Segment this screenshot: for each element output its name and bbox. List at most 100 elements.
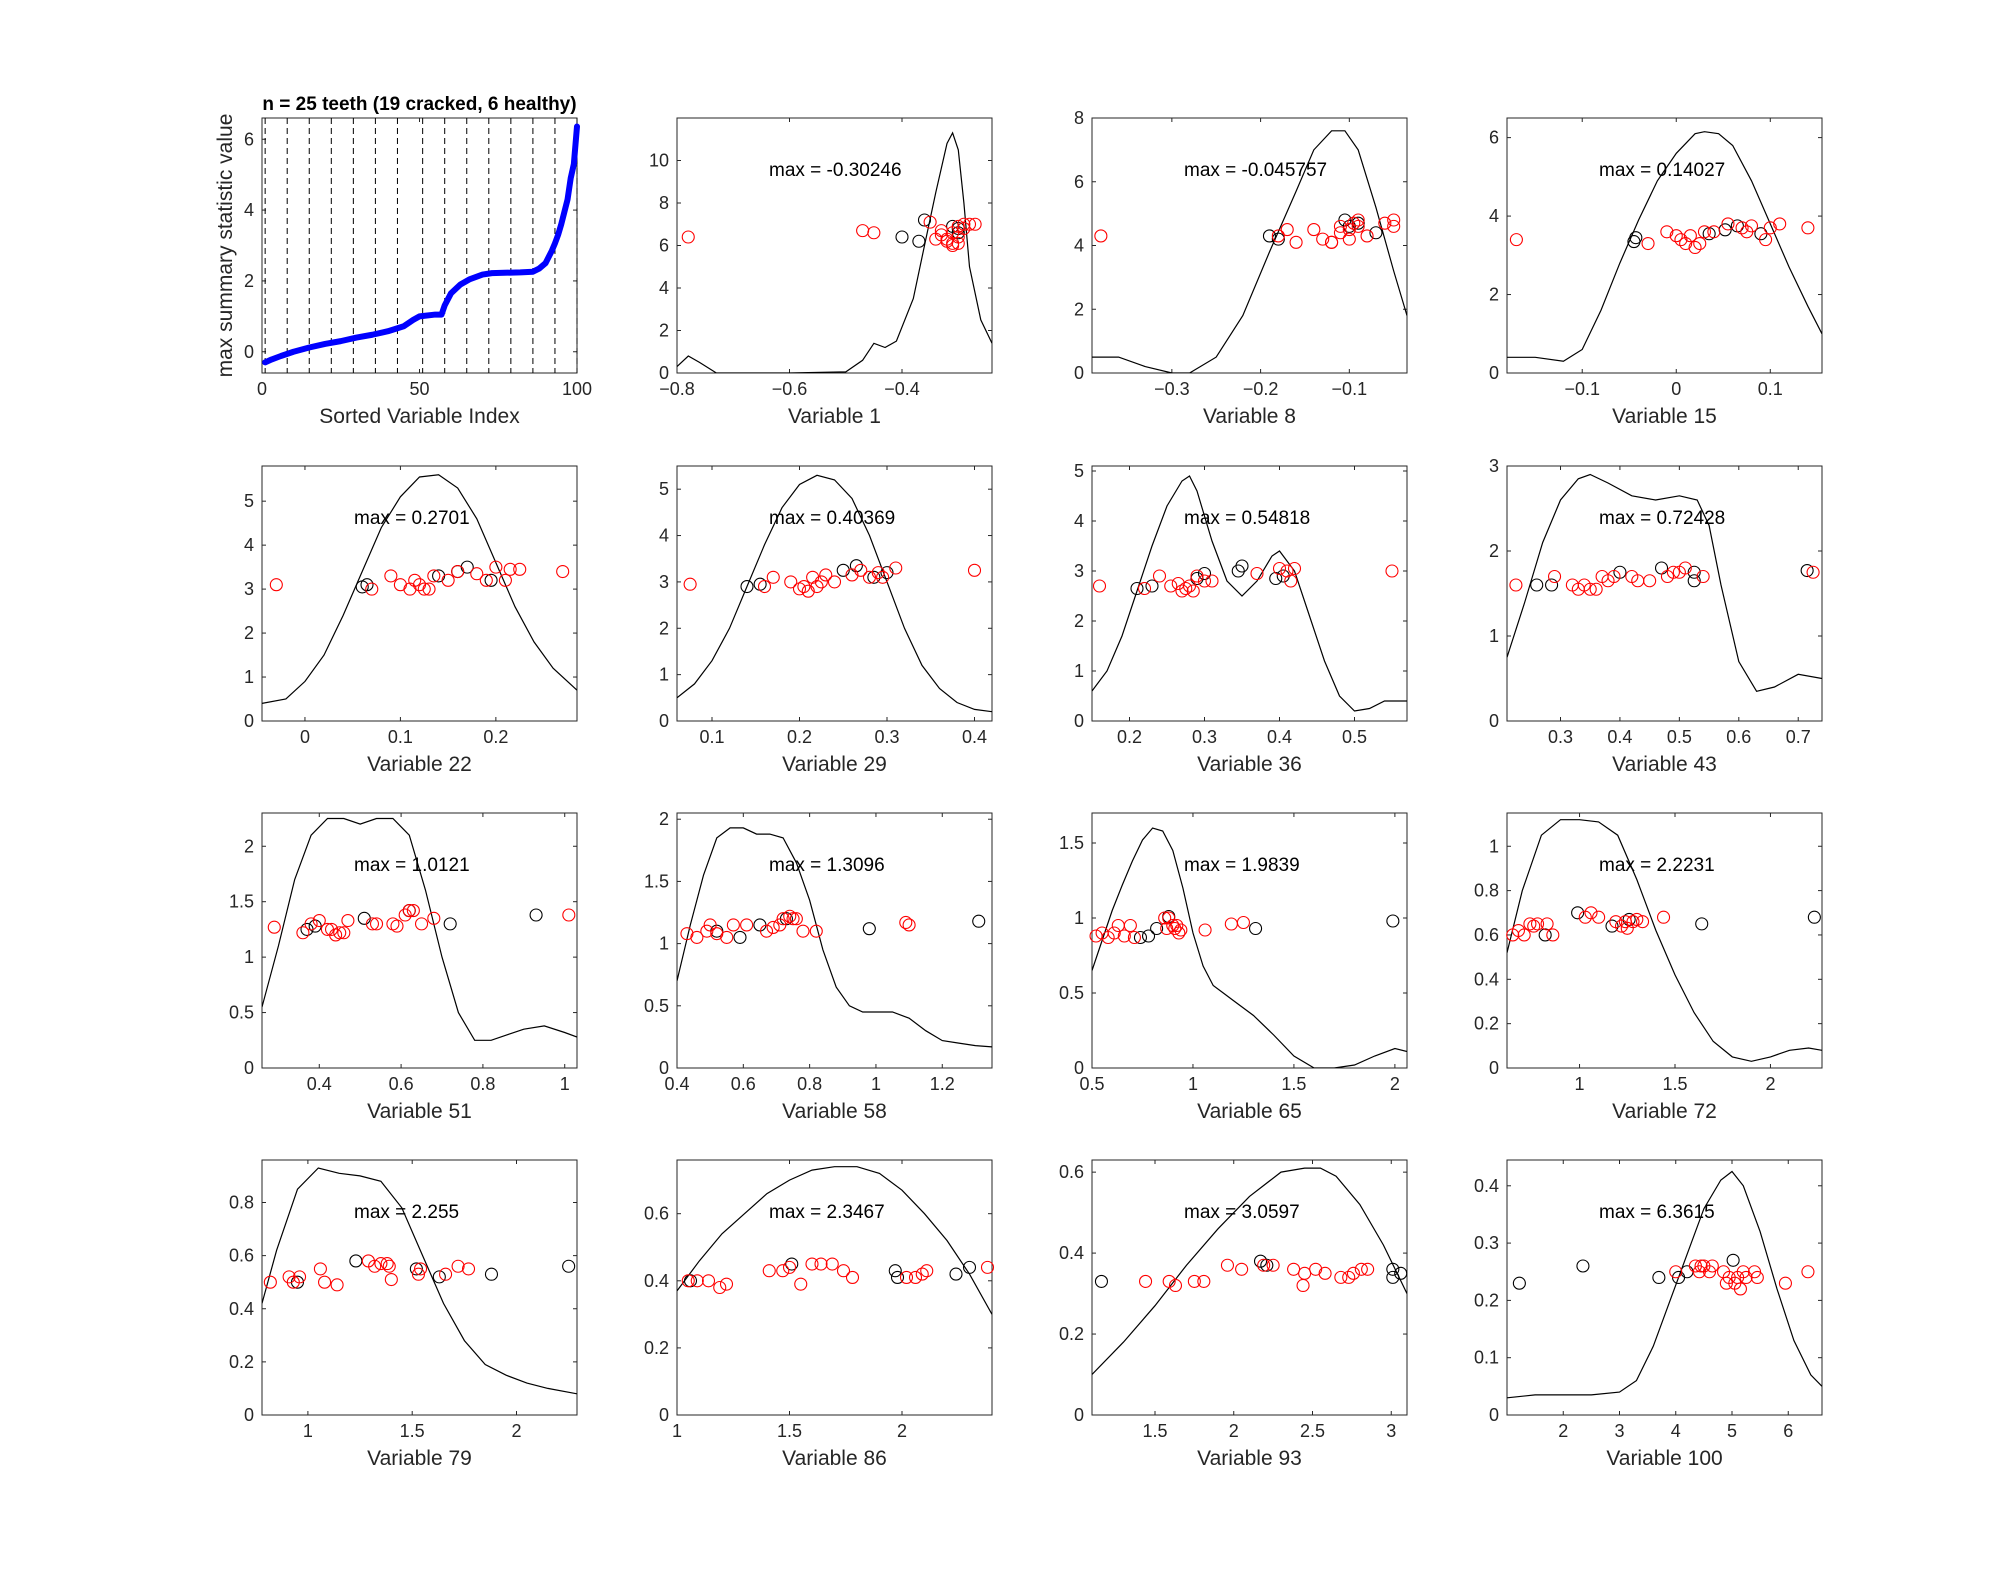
healthy-point — [740, 579, 754, 594]
cracked-point — [556, 564, 570, 579]
cracked-point — [1773, 217, 1787, 231]
healthy-point — [1260, 1258, 1274, 1272]
y-tick-label: 0 — [244, 711, 254, 731]
cracked-point — [422, 582, 436, 596]
cracked-point — [1235, 1262, 1249, 1276]
y-tick-label: 5 — [244, 491, 254, 511]
y-tick-label: 1 — [244, 667, 254, 687]
axes-box — [1091, 1159, 1408, 1416]
density-curve — [262, 474, 577, 704]
y-tick-label: 0.4 — [644, 1271, 669, 1291]
healthy-point — [529, 908, 543, 922]
y-tick-label: 0.5 — [229, 1003, 254, 1023]
y-tick-label: 2 — [1074, 611, 1084, 631]
healthy-point — [1512, 1276, 1526, 1290]
x-tick-label: 0.1 — [1758, 379, 1783, 399]
x-tick-label: 0.6 — [731, 1074, 756, 1094]
x-tick-label: 1.5 — [1281, 1074, 1306, 1094]
y-tick-label: 1 — [659, 934, 669, 954]
y-tick-label: 0.2 — [1059, 1324, 1084, 1344]
cracked-point — [759, 924, 774, 938]
x-tick-label: 0 — [300, 727, 310, 747]
cracked-point — [809, 924, 823, 938]
cracked-point — [1719, 1276, 1733, 1290]
cracked-point — [784, 575, 798, 589]
density-curve — [677, 131, 992, 373]
chart-title: n = 25 teeth (19 cracked, 6 healthy) — [262, 94, 576, 115]
x-axis-label: Variable 36 — [1197, 753, 1302, 776]
x-axis-label: Variable 29 — [782, 753, 887, 776]
cracked-point — [1198, 923, 1212, 937]
cracked-point — [489, 560, 503, 574]
y-tick-label: 2 — [659, 618, 669, 638]
healthy-point — [1629, 231, 1643, 245]
x-axis-label: Variable 8 — [1203, 405, 1296, 428]
healthy-point — [1130, 581, 1144, 596]
cracked-point — [1387, 213, 1401, 227]
healthy-point — [1652, 1270, 1666, 1285]
cracked-point — [1540, 917, 1554, 931]
healthy-point — [1687, 565, 1701, 579]
cracked-point — [417, 582, 431, 596]
cracked-point — [1635, 915, 1650, 929]
y-tick-label: 0 — [1489, 711, 1499, 731]
x-tick-label: 2 — [1765, 1074, 1775, 1094]
cracked-point — [1707, 225, 1721, 239]
cracked-point — [267, 920, 281, 934]
y-tick-label: 0 — [1074, 363, 1084, 383]
cracked-point — [1763, 221, 1777, 235]
y-tick-label: 6 — [1489, 128, 1499, 148]
x-tick-label: 2 — [1558, 1421, 1568, 1441]
subplot-3: −0.3 −0.2 −0.1 0 2 4 6 8 Variable 8 max = -0.0457… — [1074, 108, 1408, 428]
max-annotation: max = 1.0121 — [354, 855, 470, 876]
y-tick-label: 4 — [1489, 206, 1499, 226]
density-curve — [262, 1167, 577, 1395]
y-tick-label: 0.6 — [644, 1204, 669, 1224]
y-tick-label: 4 — [659, 278, 669, 298]
cracked-point — [902, 918, 916, 932]
cracked-point — [1342, 223, 1356, 237]
subplot-14: 1 1.5 2 0 0.2 0.4 0.6 Variable 86 max = 2.3467 — [644, 1159, 995, 1470]
cracked-point — [776, 1264, 790, 1278]
cracked-point — [1679, 236, 1693, 251]
cracked-point — [814, 1257, 828, 1271]
healthy-point — [1249, 921, 1263, 936]
y-tick-label: 1 — [1074, 661, 1084, 681]
subplot-4: −0.1 0 0.1 0 2 4 6 Variable 15 max = 0.14027 — [1489, 117, 1823, 428]
healthy-point — [484, 1267, 499, 1281]
y-tick-label: 6 — [659, 236, 669, 256]
y-tick-label: 2 — [244, 271, 254, 291]
cracked-point — [1333, 226, 1348, 240]
x-tick-label: 0.1 — [388, 727, 413, 747]
cracked-point — [1175, 584, 1189, 598]
cracked-point — [776, 912, 790, 926]
x-tick-label: −0.2 — [1243, 379, 1279, 399]
cracked-point — [1683, 229, 1697, 243]
subplot-7: 0.2 0.3 0.4 0.5 0 1 2 3 4 5 Variable 36 max = 0.548… — [1074, 461, 1408, 776]
max-annotation: max = 2.2231 — [1599, 855, 1715, 876]
cracked-point — [1168, 1278, 1183, 1293]
cracked-point — [1152, 569, 1167, 583]
x-tick-label: −0.1 — [1332, 379, 1368, 399]
density-curve — [677, 474, 992, 713]
x-tick-label: 0 — [1671, 379, 1681, 399]
cracked-point — [1509, 233, 1523, 247]
cracked-point — [1162, 911, 1176, 925]
cracked-point — [427, 911, 441, 925]
x-tick-label: 0 — [257, 379, 267, 399]
healthy-point — [1145, 579, 1159, 593]
y-tick-label: 4 — [659, 526, 669, 546]
y-tick-label: 0 — [1074, 1405, 1084, 1425]
cracked-point — [923, 215, 937, 229]
x-tick-label: 0.1 — [699, 727, 724, 747]
y-tick-label: 2 — [244, 836, 254, 856]
density-curve — [1092, 130, 1407, 373]
cracked-point — [1584, 906, 1598, 920]
cracked-point — [513, 562, 527, 576]
x-tick-label: 2 — [511, 1421, 521, 1441]
x-axis-label: Variable 93 — [1197, 1447, 1302, 1470]
axes-box — [1506, 812, 1823, 1069]
cracked-point — [797, 579, 811, 594]
cracked-point — [700, 924, 714, 938]
